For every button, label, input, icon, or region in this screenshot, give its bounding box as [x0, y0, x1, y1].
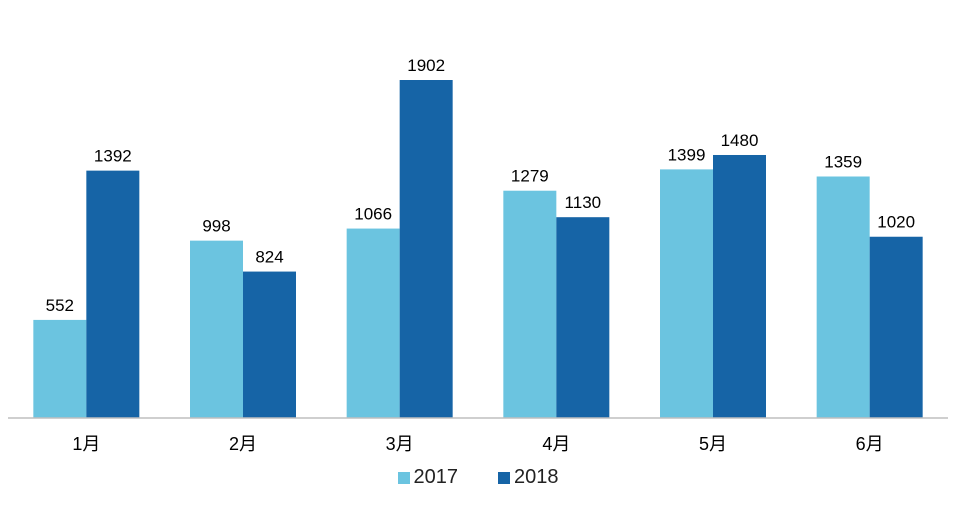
bar-2017-4: [503, 190, 557, 418]
value-label-2018-5: 1480: [721, 131, 759, 150]
value-label-2017-2: 998: [202, 217, 230, 236]
value-label-2017-3: 1066: [354, 205, 392, 224]
legend-swatch-2018: [498, 471, 510, 484]
value-label-2018-3: 1902: [407, 56, 445, 75]
value-label-2018-1: 1392: [94, 147, 132, 166]
value-label-2018-6: 1020: [877, 213, 915, 232]
value-label-2018-2: 824: [255, 248, 283, 267]
value-label-2017-5: 1399: [668, 145, 706, 164]
value-label-2018-4: 1130: [565, 193, 602, 212]
legend-swatch-2017: [397, 471, 410, 484]
bar-2018-6: [869, 236, 923, 418]
bar-2018-3: [399, 80, 453, 418]
legend: 2017 2018: [0, 466, 956, 489]
category-label-3: 3月: [386, 434, 414, 454]
value-label-2017-4: 1279: [511, 167, 549, 186]
bar-2017-1: [33, 319, 87, 418]
category-label-5: 5月: [699, 434, 727, 454]
bar-2017-3: [346, 228, 400, 418]
bar-2018-5: [713, 154, 766, 418]
bar-2018-1: [86, 170, 140, 418]
bar-2017-6: [816, 176, 870, 418]
legend-item-2018: 2018: [498, 466, 559, 489]
legend-label-2018: 2018: [514, 466, 559, 488]
category-label-2: 2月: [229, 434, 257, 454]
legend-label-2017: 2017: [413, 466, 459, 488]
category-label-1: 1月: [72, 434, 100, 454]
category-label-6: 6月: [856, 434, 884, 454]
bar-2018-4: [556, 217, 610, 418]
value-label-2017-1: 552: [46, 296, 74, 315]
bar-2017-2: [190, 240, 243, 418]
value-label-2017-6: 1359: [824, 152, 862, 171]
legend-item-2017: 2017: [397, 466, 459, 489]
category-label-4: 4月: [542, 434, 570, 454]
bar-2017-5: [660, 169, 713, 418]
bar-2018-2: [243, 271, 296, 418]
